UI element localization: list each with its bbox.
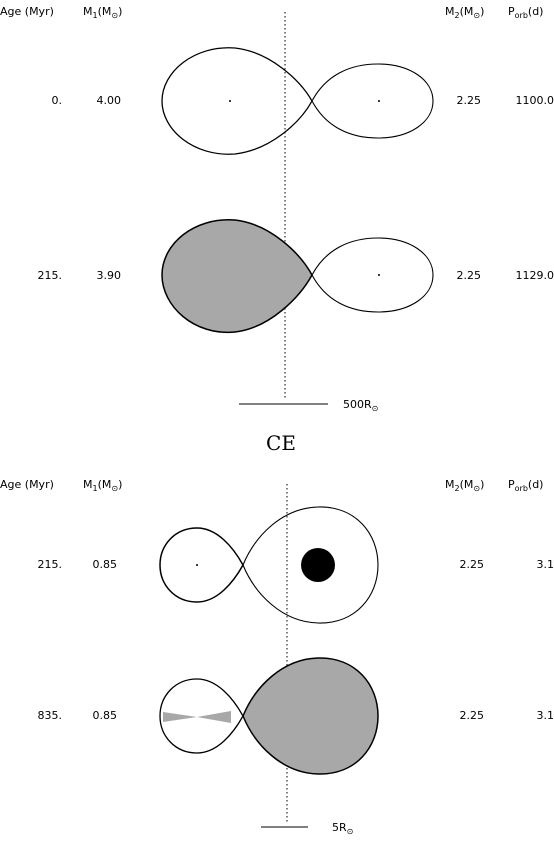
- stage3-primary-roche-lobe: [159, 527, 244, 603]
- stage3-primary-star-dot: [196, 564, 198, 566]
- stage4-m2: 2.25: [460, 709, 485, 722]
- stage2-age: 215.: [38, 269, 63, 282]
- stage4-accretion-disk-right: [197, 711, 231, 723]
- header-porb-bottom: Porb(d): [508, 478, 543, 493]
- stage2-m1: 3.90: [97, 269, 122, 282]
- stage2-porb: 1129.0: [516, 269, 554, 282]
- stage4-porb: 3.1: [537, 709, 554, 722]
- stage1-m1: 4.00: [97, 94, 122, 107]
- header-m2-top: M2(M⊙): [445, 5, 484, 20]
- stage3-secondary-compact-star: [301, 548, 335, 582]
- stage2-m2: 2.25: [457, 269, 482, 282]
- stage3-porb: 3.1: [537, 558, 554, 571]
- header-age-bottom: Age (Myr): [0, 478, 54, 491]
- stage3-m1: 0.85: [93, 558, 118, 571]
- stage1-m2: 2.25: [457, 94, 482, 107]
- stage3-secondary-roche-lobe: [242, 506, 379, 624]
- stage4-m1: 0.85: [93, 709, 118, 722]
- stage4-primary-roche-lobe: [159, 678, 244, 754]
- stage2-secondary-star-dot: [378, 274, 380, 276]
- scale-label-top: 500R⊙: [343, 398, 378, 413]
- stage4-age: 835.: [38, 709, 63, 722]
- header-porb-top: Porb(d): [508, 5, 543, 20]
- stage3-m2: 2.25: [460, 558, 485, 571]
- header-m1-top: M1(M⊙): [83, 5, 122, 20]
- stage1-secondary-star-dot: [378, 100, 380, 102]
- stage2-secondary-roche-lobe: [311, 237, 434, 313]
- stage4-accretion-disk-left: [163, 712, 197, 722]
- stage1-primary-star-dot: [229, 100, 231, 102]
- header-age-top: Age (Myr): [0, 5, 54, 18]
- header-m2-bottom: M2(M⊙): [445, 478, 484, 493]
- stage1-secondary-roche-lobe: [311, 63, 434, 139]
- common-envelope-label: CE: [266, 431, 296, 455]
- header-m1-bottom: M1(M⊙): [83, 478, 122, 493]
- stage3-age: 215.: [38, 558, 63, 571]
- scale-label-bottom: 5R⊙: [332, 821, 353, 836]
- stage2-primary-filled-lobe: [161, 219, 313, 334]
- stage4-secondary-filled-lobe: [242, 657, 379, 775]
- stage1-primary-roche-lobe: [161, 47, 313, 155]
- stage1-porb: 1100.0: [516, 94, 554, 107]
- stage1-age: 0.: [52, 94, 63, 107]
